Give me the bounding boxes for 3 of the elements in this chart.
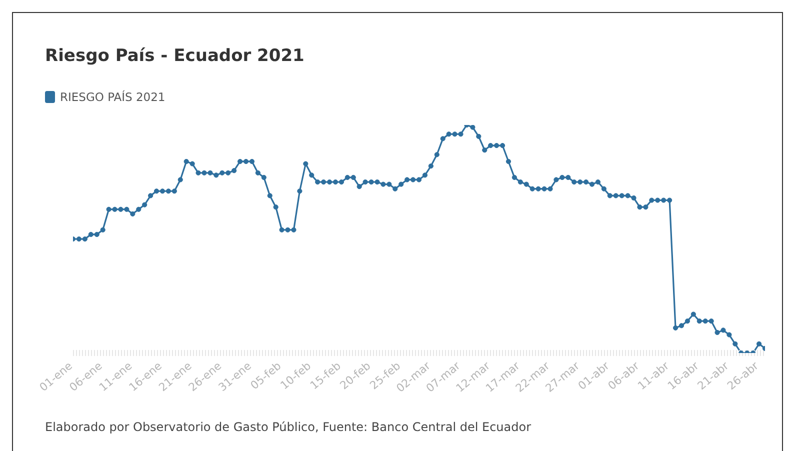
text: Elaborado por Observatorio de Gasto Público, Fuente: Banco Central del Ecuador: [45, 420, 532, 434]
chart-title: Riesgo País - Ecuador 2021: [45, 46, 304, 66]
legend-label: RIESGO PAÍS 2021: [59, 90, 166, 104]
